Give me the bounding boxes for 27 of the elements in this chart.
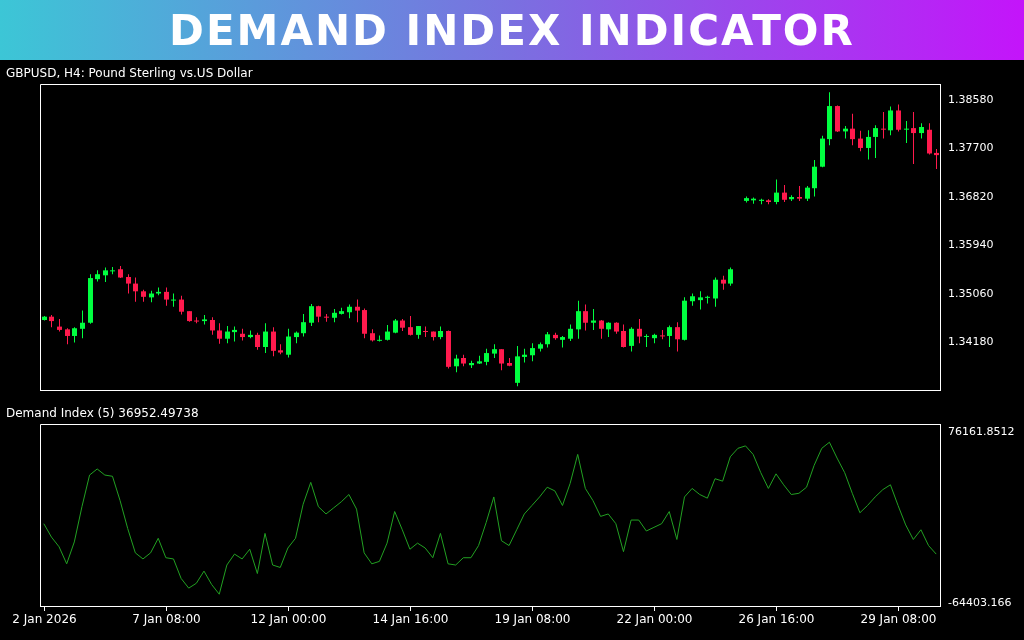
x-tick-label: 29 Jan 08:00 bbox=[860, 612, 937, 627]
candlestick bbox=[934, 149, 939, 169]
candlestick bbox=[881, 112, 886, 139]
chart-subtitle: GBPUSD, H4: Pound Sterling vs.US Dollar bbox=[6, 66, 253, 80]
y-tick-label: 1.34180 bbox=[948, 335, 994, 349]
y-tick-label: 1.35940 bbox=[948, 238, 994, 252]
y-tick-label: 1.38580 bbox=[948, 92, 994, 106]
candlestick bbox=[904, 120, 909, 143]
x-tick-label: 12 Jan 00:00 bbox=[250, 612, 327, 627]
y-tick-label: 76161.8512 bbox=[948, 425, 1015, 439]
candlestick bbox=[644, 334, 649, 347]
x-tick-label: 26 Jan 16:00 bbox=[738, 612, 815, 627]
x-tick-label: 14 Jan 16:00 bbox=[372, 612, 449, 627]
y-tick-label: 1.36820 bbox=[948, 189, 994, 203]
x-tick-label: 19 Jan 08:00 bbox=[494, 612, 571, 627]
candlestick bbox=[911, 112, 916, 164]
x-tick-label: 7 Jan 08:00 bbox=[132, 612, 201, 627]
y-tick-label: 1.37700 bbox=[948, 141, 994, 155]
chart-title: Demand Index (5) 36952.49738 bbox=[6, 406, 199, 420]
y-tick-label: 1.35060 bbox=[948, 286, 994, 300]
candlestick bbox=[423, 326, 428, 338]
x-tick-label: 2 Jan 2026 bbox=[12, 612, 77, 627]
x-tick-label: 22 Jan 00:00 bbox=[616, 612, 693, 627]
chart-title: DEMAND INDEX INDICATOR bbox=[0, 0, 1024, 60]
candlestick bbox=[171, 293, 176, 307]
candlestick bbox=[591, 308, 596, 330]
y-tick-label: -64403.166 bbox=[948, 596, 1012, 610]
